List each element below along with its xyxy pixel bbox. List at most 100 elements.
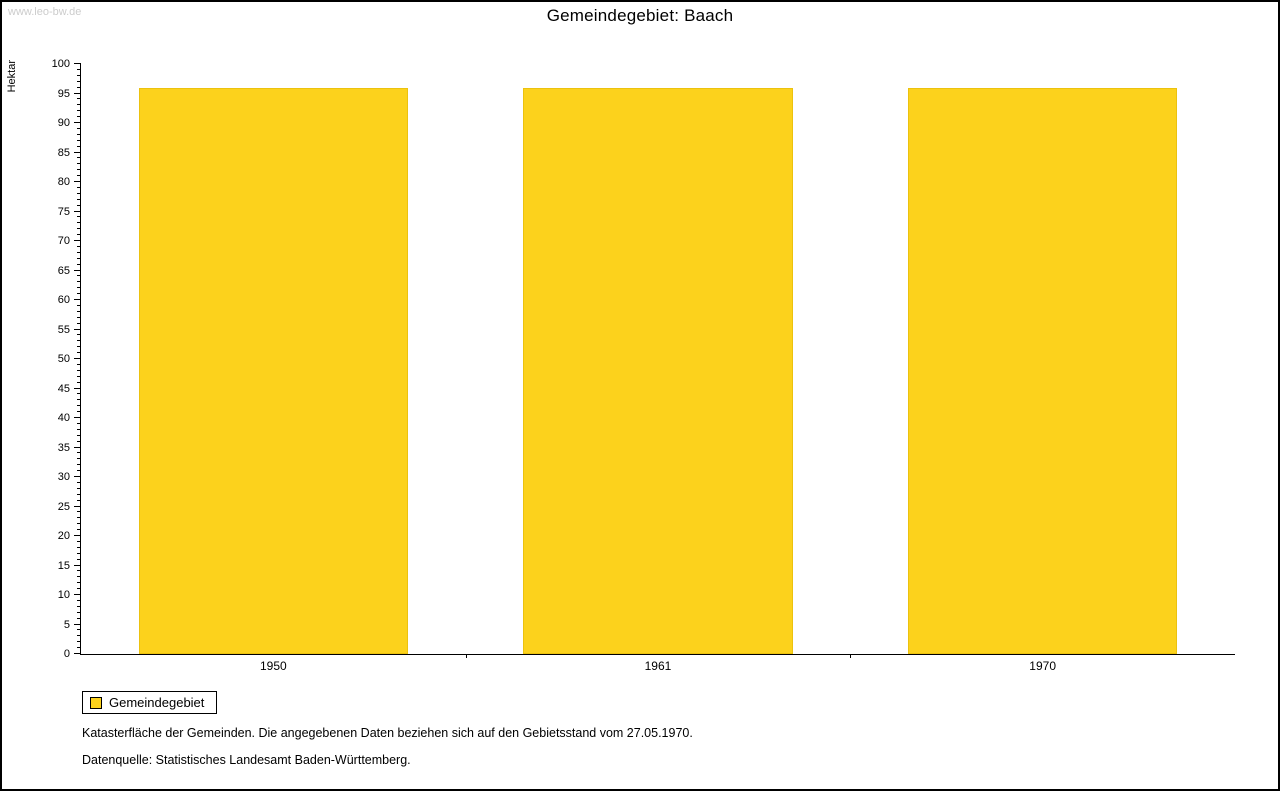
y-tick-label: 55: [57, 323, 70, 336]
y-minor-tick: [77, 381, 81, 383]
y-major-tick: [74, 122, 81, 123]
x-axis-tick: [850, 654, 852, 658]
y-minor-tick: [77, 434, 81, 436]
y-major-tick: [74, 476, 81, 477]
y-minor-tick: [77, 629, 81, 631]
legend: Gemeindegebiet: [82, 691, 218, 714]
y-major-tick: [74, 92, 81, 94]
y-minor-tick: [77, 576, 81, 578]
y-major-tick: [74, 181, 81, 182]
y-minor-tick: [77, 641, 81, 643]
x-tick-label: 1950: [259, 659, 287, 673]
y-minor-tick: [77, 340, 81, 342]
y-major-tick: [74, 358, 81, 359]
y-minor-tick: [77, 481, 81, 483]
y-minor-tick: [77, 452, 81, 454]
y-minor-tick: [77, 599, 81, 601]
y-minor-tick: [77, 393, 81, 395]
y-minor-tick: [77, 257, 81, 259]
y-minor-tick: [77, 369, 81, 371]
y-minor-tick: [77, 287, 81, 289]
y-tick-label: 70: [57, 235, 70, 247]
y-major-tick: [74, 240, 81, 241]
y-minor-tick: [77, 192, 81, 194]
y-minor-tick: [77, 493, 81, 495]
y-minor-tick: [77, 163, 81, 165]
y-minor-tick: [77, 334, 81, 336]
y-minor-tick: [77, 458, 81, 460]
y-tick-label: 40: [57, 412, 70, 424]
x-tick-label: 1970: [1029, 659, 1056, 673]
y-major-tick: [74, 623, 81, 625]
y-axis-label: Hektar: [6, 60, 18, 93]
y-minor-tick: [77, 582, 81, 584]
y-major-tick: [74, 446, 81, 448]
y-tick-label: 85: [57, 146, 70, 159]
y-minor-tick: [77, 133, 81, 135]
y-minor-tick: [77, 304, 81, 306]
legend-swatch: [90, 696, 102, 709]
y-minor-tick: [77, 605, 81, 607]
y-tick-label: 35: [57, 441, 70, 454]
y-minor-tick: [77, 316, 81, 318]
y-minor-tick: [77, 470, 81, 472]
y-minor-tick: [77, 175, 81, 177]
y-tick-label: 100: [51, 58, 70, 70]
footnote-line2: Datenquelle: Statistisches Landesamt Bad…: [82, 753, 411, 767]
y-major-tick: [74, 387, 81, 389]
y-minor-tick: [77, 346, 81, 348]
bar-1961: [523, 87, 793, 654]
y-tick-label: 45: [57, 382, 70, 395]
y-minor-tick: [77, 110, 81, 112]
y-minor-tick: [77, 275, 81, 277]
y-tick-label: 95: [57, 87, 70, 100]
y-minor-tick: [77, 352, 81, 354]
y-minor-tick: [77, 234, 81, 236]
y-minor-tick: [77, 464, 81, 466]
y-major-tick: [74, 151, 81, 153]
y-minor-tick: [77, 540, 81, 542]
y-minor-tick: [77, 310, 81, 312]
y-minor-tick: [77, 399, 81, 401]
y-minor-tick: [77, 523, 81, 525]
y-major-tick: [74, 594, 81, 595]
y-minor-tick: [77, 611, 81, 613]
y-major-tick: [74, 535, 81, 536]
y-major-tick: [74, 63, 81, 64]
y-minor-tick: [77, 204, 81, 206]
y-minor-tick: [77, 529, 81, 531]
bar-1950: [138, 87, 408, 654]
x-tick-label: 1961: [644, 659, 672, 673]
y-tick-label: 0: [63, 648, 70, 660]
y-tick-label: 25: [57, 500, 70, 513]
y-minor-tick: [77, 617, 81, 619]
y-minor-tick: [77, 139, 81, 141]
y-major-tick: [74, 328, 81, 330]
y-minor-tick: [77, 169, 81, 171]
y-tick-label: 10: [57, 589, 70, 601]
y-tick-label: 15: [57, 559, 70, 572]
y-minor-tick: [77, 245, 81, 247]
y-minor-tick: [77, 127, 81, 129]
y-minor-tick: [77, 74, 81, 76]
y-minor-tick: [77, 145, 81, 147]
y-major-tick: [74, 210, 81, 212]
y-minor-tick: [77, 411, 81, 413]
y-tick-label: 30: [57, 471, 70, 483]
y-major-tick: [74, 299, 81, 300]
y-minor-tick: [77, 422, 81, 424]
y-minor-tick: [77, 293, 81, 295]
y-major-tick: [74, 564, 81, 566]
y-tick-label: 90: [57, 117, 70, 129]
y-minor-tick: [77, 198, 81, 200]
y-minor-tick: [77, 635, 81, 637]
y-minor-tick: [77, 322, 81, 324]
y-minor-tick: [77, 68, 81, 70]
y-tick-label: 75: [57, 205, 70, 218]
y-minor-tick: [77, 157, 81, 159]
y-minor-tick: [77, 216, 81, 218]
y-tick-label: 80: [57, 176, 70, 188]
y-tick-label: 60: [57, 294, 70, 306]
y-minor-tick: [77, 440, 81, 442]
y-minor-tick: [77, 558, 81, 560]
